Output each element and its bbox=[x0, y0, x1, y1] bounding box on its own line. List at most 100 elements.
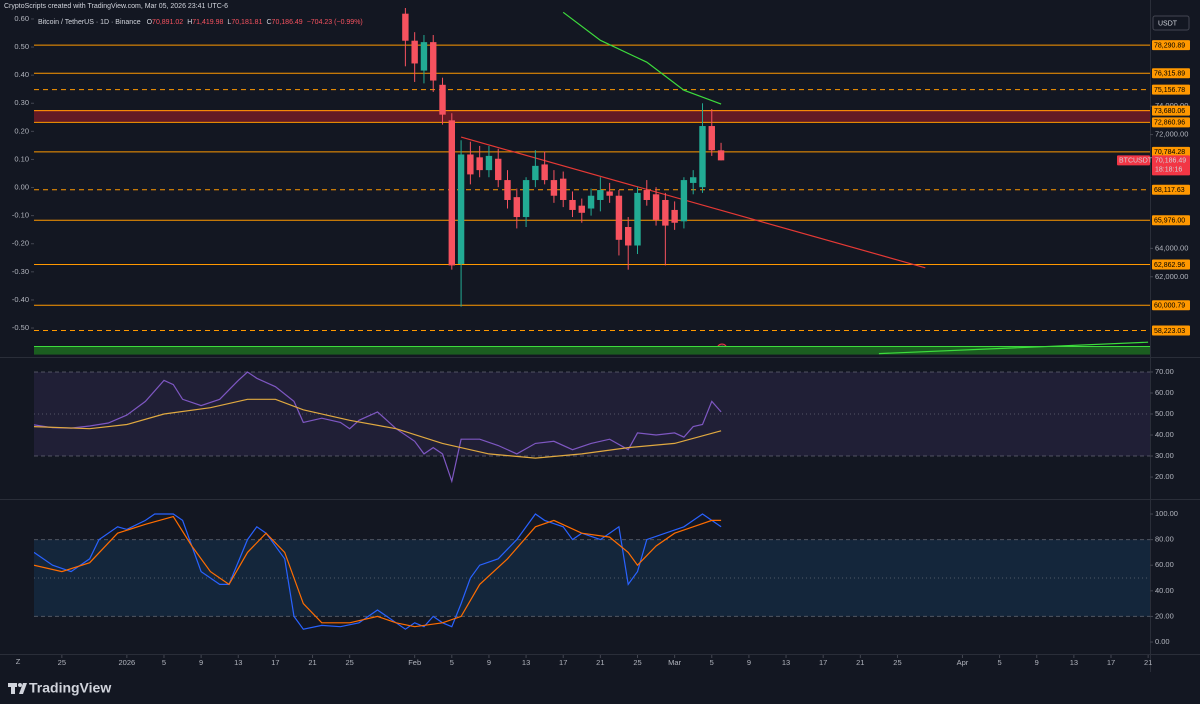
indicator-plot bbox=[34, 513, 1150, 630]
y-tick-label: 0.00 bbox=[1155, 637, 1170, 646]
y2-tick-label: 0.40 bbox=[14, 70, 29, 79]
x-tick-label: 21 bbox=[308, 658, 316, 667]
candle-body bbox=[699, 126, 706, 188]
y2-tick-label: 0.60 bbox=[14, 14, 29, 23]
y-tick-label: 62,000.00 bbox=[1155, 272, 1188, 281]
x-tick-label: Feb bbox=[408, 658, 421, 667]
level-label: 58,223.03 bbox=[1154, 328, 1185, 335]
x-tick-label: 25 bbox=[893, 658, 901, 667]
y-tick-label: 50.00 bbox=[1155, 409, 1174, 418]
candle-body bbox=[560, 178, 567, 200]
toggle[interactable]: Z bbox=[16, 657, 21, 666]
level-label: 78,290.89 bbox=[1154, 42, 1185, 49]
x-tick-label: 25 bbox=[58, 658, 66, 667]
y-tick-label: 74,000.00 bbox=[1155, 101, 1188, 110]
candle-body bbox=[495, 158, 502, 181]
y2-tick-label: -0.50 bbox=[12, 323, 29, 332]
zone bbox=[34, 110, 1150, 123]
footer-bar bbox=[0, 672, 1200, 704]
line-series bbox=[562, 11, 722, 105]
legend-part: 70,186.49 bbox=[272, 19, 303, 26]
x-tick-label: 17 bbox=[819, 658, 827, 667]
line-series bbox=[460, 136, 926, 269]
legend-part: 71,419.98 bbox=[192, 19, 223, 26]
candle-body bbox=[643, 190, 650, 200]
level-label-box bbox=[1152, 215, 1190, 226]
candle-body bbox=[690, 177, 697, 183]
y-tick-label: 60.00 bbox=[1155, 560, 1174, 569]
line-series bbox=[878, 341, 1149, 355]
level-label: 76,315.89 bbox=[1154, 71, 1185, 78]
candle-body bbox=[634, 192, 641, 246]
candle-body bbox=[485, 155, 493, 171]
y-tick-label: 80.00 bbox=[1155, 535, 1174, 544]
y-tick-label: 70.00 bbox=[1155, 367, 1174, 376]
symbol-tag bbox=[1117, 155, 1150, 166]
candle-body bbox=[597, 190, 604, 200]
legend-part: C bbox=[266, 19, 271, 26]
x-tick-label: 5 bbox=[450, 658, 454, 667]
x-tick-label: 5 bbox=[162, 658, 166, 667]
legend: Bitcoin / TetherUS · 1D · Binance O70,891… bbox=[38, 19, 363, 26]
legend-part: H bbox=[187, 19, 192, 26]
level-label-box bbox=[1152, 300, 1190, 311]
band-fill bbox=[34, 371, 1150, 457]
logo-part bbox=[19, 683, 27, 694]
x-tick-label: 25 bbox=[346, 658, 354, 667]
y-tick-label: 60.00 bbox=[1155, 388, 1174, 397]
level-label-box bbox=[1152, 40, 1190, 51]
level-label: 73,680.06 bbox=[1154, 108, 1185, 115]
candle-body bbox=[513, 197, 520, 218]
indicator-plot bbox=[34, 371, 1150, 484]
x-tick-label: 13 bbox=[522, 658, 530, 667]
symbol-tag-text: BTCUSDT bbox=[1119, 158, 1153, 165]
y2-tick-label: -0.30 bbox=[12, 267, 29, 276]
level-label-box bbox=[1152, 84, 1190, 95]
candle-body bbox=[578, 205, 585, 213]
level-label: 75,156.78 bbox=[1154, 87, 1185, 94]
logo-part bbox=[18, 683, 22, 687]
candle-body bbox=[606, 191, 613, 196]
y2-tick-label: 0.00 bbox=[14, 183, 29, 192]
brand-name: TradingView bbox=[29, 680, 111, 696]
candle-body bbox=[457, 154, 465, 264]
y-tick-label: 40.00 bbox=[1155, 430, 1174, 439]
x-tick-label: 2026 bbox=[119, 658, 136, 667]
price-plot bbox=[34, 8, 1150, 355]
last-price-box bbox=[1152, 155, 1190, 176]
x-tick-label: 13 bbox=[1070, 658, 1078, 667]
y-tick-label: 72,000.00 bbox=[1155, 130, 1188, 139]
candle-body bbox=[402, 13, 409, 41]
candle-body bbox=[717, 150, 725, 161]
x-tick-label: 5 bbox=[710, 658, 714, 667]
line-series bbox=[34, 398, 722, 459]
candle-body bbox=[615, 195, 623, 240]
candle-body bbox=[476, 157, 483, 171]
level-label: 65,976.00 bbox=[1154, 218, 1185, 225]
level-label-box bbox=[1152, 105, 1190, 116]
candle-body bbox=[467, 154, 474, 175]
legend-part: 70,891.02 bbox=[152, 19, 183, 26]
logo-part bbox=[11, 683, 15, 694]
x-tick-label: Apr bbox=[957, 658, 969, 667]
y2-tick-label: 0.50 bbox=[14, 42, 29, 51]
y-tick-label: 30.00 bbox=[1155, 451, 1174, 460]
candle-body bbox=[411, 40, 418, 64]
candle-body bbox=[708, 126, 715, 151]
x-tick-label: 9 bbox=[199, 658, 203, 667]
y2-tick-label: -0.10 bbox=[12, 211, 29, 220]
x-tick-label: 9 bbox=[747, 658, 751, 667]
x-tick-label: 9 bbox=[1035, 658, 1039, 667]
y-tick-label: 64,000.00 bbox=[1155, 243, 1188, 252]
candle-body bbox=[680, 180, 688, 222]
y2-tick-label: 0.20 bbox=[14, 126, 29, 135]
x-tick-label: 21 bbox=[596, 658, 604, 667]
currency-box bbox=[1152, 15, 1190, 31]
line-series bbox=[34, 515, 722, 628]
legend-part: 70,181.81 bbox=[231, 19, 262, 26]
x-tick-label: 21 bbox=[856, 658, 864, 667]
candle-body bbox=[448, 120, 456, 266]
level-label-box bbox=[1152, 146, 1190, 157]
level-label-box bbox=[1152, 184, 1190, 195]
